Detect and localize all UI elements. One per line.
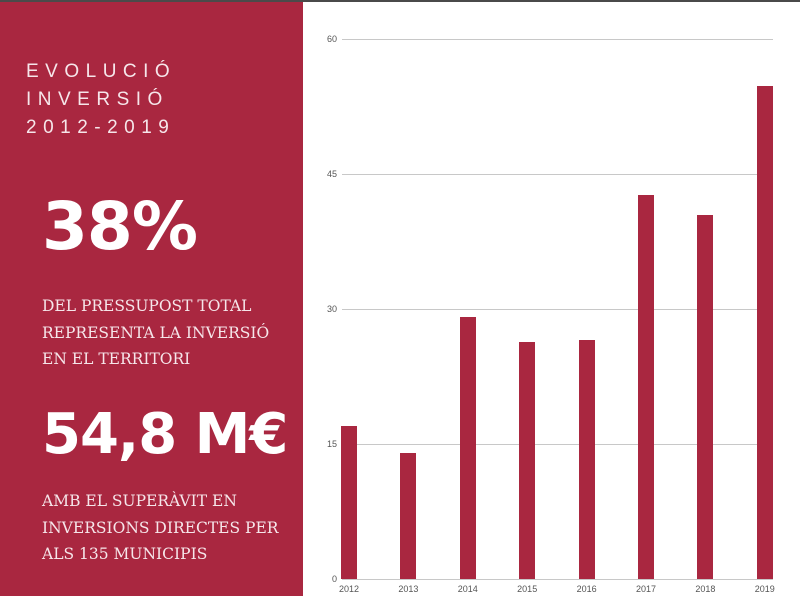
top-border [0, 0, 800, 2]
x-tick-label: 2013 [398, 584, 419, 594]
x-tick-label: 2015 [517, 584, 538, 594]
stat-percentage-description: DEL PRESSUPOST TOTAL REPRESENTA LA INVER… [42, 293, 269, 373]
desc-line: AMB EL SUPERÀVIT EN [42, 492, 237, 510]
stat-percentage: 38% [42, 188, 198, 265]
bar-2016 [578, 339, 595, 579]
x-tick-label: 2014 [457, 584, 478, 594]
gridline-45 [342, 174, 773, 175]
bar-2019 [756, 85, 773, 579]
y-tick-label: 30 [326, 304, 337, 314]
panel-title: EVOLUCIÓ INVERSIÓ 2012-2019 [26, 58, 176, 142]
bar-2013 [400, 453, 417, 579]
y-tick-label: 15 [326, 439, 337, 449]
bar-2012 [341, 426, 357, 579]
stat-amount: 54,8 M€ [42, 402, 288, 467]
desc-line: DEL PRESSUPOST TOTAL [42, 297, 252, 315]
y-tick-label: 0 [331, 574, 337, 584]
desc-line: REPRESENTA LA INVERSIÓ [42, 323, 270, 342]
gridline-60 [342, 39, 773, 40]
desc-line: ALS 135 MUNICIPIS [42, 545, 208, 563]
title-line: 2012-2019 [26, 117, 176, 138]
y-tick-label: 45 [326, 169, 337, 179]
bar-2018 [697, 215, 714, 579]
x-tick-label: 2019 [754, 584, 775, 594]
stat-amount-description: AMB EL SUPERÀVIT EN INVERSIONS DIRECTES … [42, 488, 278, 568]
desc-line: INVERSIONS DIRECTES PER [42, 518, 279, 537]
x-tick-label: 2016 [576, 584, 597, 594]
gridline-30 [342, 309, 773, 310]
x-tick-label: 2017 [635, 584, 657, 594]
desc-line: EN EL TERRITORI [42, 350, 191, 368]
bar-2017 [638, 194, 654, 579]
baseline-0 [342, 579, 773, 580]
summary-panel: EVOLUCIÓ INVERSIÓ 2012-2019 38% DEL PRES… [0, 2, 303, 596]
x-tick-label: 2012 [338, 584, 360, 594]
title-line: INVERSIÓ [26, 89, 169, 110]
bar-chart: 60 45 30 15 0 2012 2013 2014 2015 2016 2… [303, 2, 800, 596]
bar-2014 [459, 317, 476, 579]
y-tick-label: 60 [326, 34, 337, 44]
gridline-15 [342, 444, 773, 445]
x-tick-label: 2018 [695, 584, 716, 594]
title-line: EVOLUCIÓ [26, 61, 177, 82]
bar-2015 [519, 342, 536, 579]
